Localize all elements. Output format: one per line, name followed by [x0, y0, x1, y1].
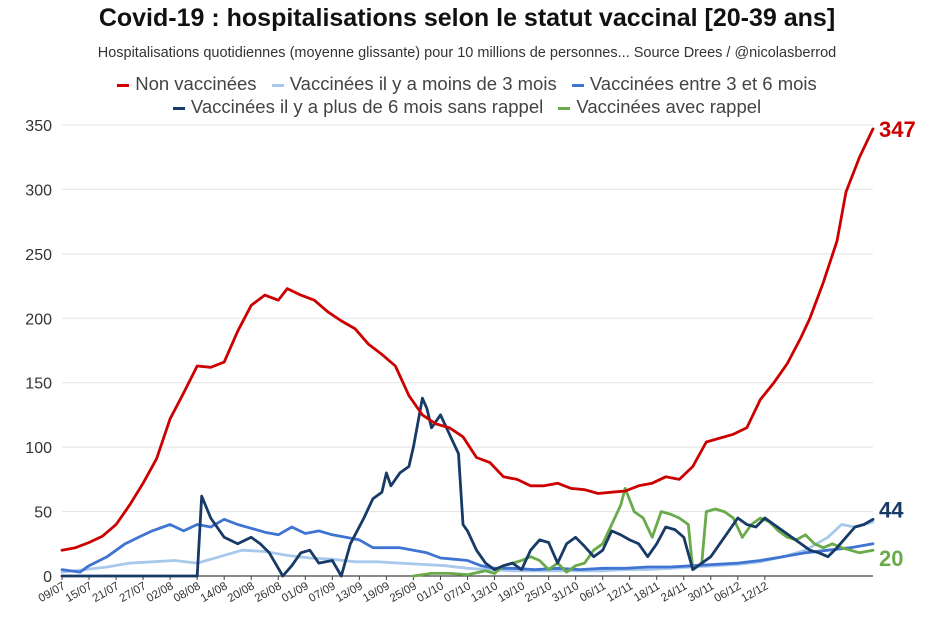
- end-value-label: 44: [879, 497, 904, 522]
- x-tick-label: 13/09: [334, 580, 365, 605]
- legend-swatch-non-vaccinees: [117, 83, 130, 87]
- end-value-label: 347: [879, 117, 916, 142]
- x-tick-label: 12/11: [605, 580, 635, 604]
- gridlines: [62, 124, 873, 577]
- x-tick-label: 18/11: [632, 580, 662, 604]
- legend-row-1: Non vaccinées Vaccinées il y a moins de …: [0, 73, 934, 95]
- legend-swatch-rappel: [558, 106, 571, 110]
- x-tick-label: 30/11: [686, 580, 716, 604]
- x-tick-label: 19/10: [496, 580, 527, 605]
- chart-title: Covid-19 : hospitalisations selon le sta…: [98, 4, 836, 32]
- x-tick-label: 14/08: [199, 580, 230, 605]
- x-tick-label: 07/09: [307, 580, 338, 605]
- x-tick-label: 26/08: [253, 580, 284, 605]
- x-tick-label: 01/09: [280, 580, 311, 605]
- x-tick-label: 31/10: [550, 580, 581, 605]
- x-tick-label: 12/12: [739, 580, 770, 605]
- y-tick-label: 150: [25, 376, 52, 393]
- x-tick-label: 13/10: [469, 580, 500, 605]
- x-tick-label: 20/08: [226, 580, 257, 605]
- legend-label: Vaccinées avec rappel: [576, 96, 762, 117]
- x-tick-label: 07/10: [442, 580, 473, 605]
- y-tick-label: 200: [25, 311, 52, 328]
- x-axis-ticks: 09/0715/0721/0727/0702/0808/0814/0820/08…: [37, 576, 770, 605]
- x-tick-label: 24/11: [659, 580, 689, 604]
- x-tick-label: 25/09: [388, 580, 419, 605]
- series-lines: [60, 127, 875, 578]
- x-tick-label: 06/12: [712, 580, 743, 605]
- legend-label: Vaccinées il y a plus de 6 mois sans rap…: [190, 96, 544, 117]
- y-tick-label: 300: [25, 182, 52, 199]
- legend-swatch-3-6-mois: [571, 83, 584, 87]
- legend-label: Vaccinées entre 3 et 6 mois: [589, 73, 817, 94]
- x-tick-label: 01/10: [415, 580, 446, 605]
- y-tick-label: 0: [43, 569, 52, 586]
- y-tick-label: 50: [34, 505, 52, 522]
- y-tick-label: 250: [25, 247, 52, 264]
- chart-subtitle: Hospitalisations quotidiennes (moyenne g…: [97, 45, 837, 61]
- x-tick-label: 02/08: [145, 580, 176, 605]
- end-labels: 347 44 20: [879, 117, 916, 571]
- x-tick-label: 06/11: [578, 580, 608, 604]
- x-tick-label: 19/09: [361, 580, 392, 605]
- x-tick-label: 21/07: [91, 580, 122, 605]
- legend-row-2: Vaccinées il y a plus de 6 mois sans rap…: [0, 96, 934, 118]
- end-value-label: 20: [879, 546, 903, 571]
- series-line: [60, 127, 875, 552]
- x-tick-label: 08/08: [172, 580, 203, 605]
- y-tick-label: 100: [25, 440, 52, 457]
- legend-swatch-plus-6-mois: [172, 106, 185, 110]
- legend-item-plus-6-mois[interactable]: Vaccinées il y a plus de 6 mois sans rap…: [172, 96, 544, 118]
- x-tick-label: 09/07: [37, 580, 68, 605]
- legend-swatch-moins-3-mois: [271, 83, 284, 87]
- legend-item-moins-3-mois[interactable]: Vaccinées il y a moins de 3 mois: [271, 73, 557, 95]
- x-tick-label: 15/07: [64, 580, 95, 605]
- x-tick-label: 27/07: [118, 580, 149, 605]
- legend-label: Vaccinées il y a moins de 3 mois: [289, 73, 557, 94]
- series-line: [60, 396, 875, 578]
- legend-item-non-vaccinees[interactable]: Non vaccinées: [117, 73, 257, 95]
- y-tick-label: 350: [25, 118, 52, 135]
- y-axis-ticks: 0 50 100 150 200 250 300 350: [25, 118, 52, 586]
- legend-item-rappel[interactable]: Vaccinées avec rappel: [558, 96, 761, 118]
- legend-label: Non vaccinées: [135, 73, 257, 94]
- legend-item-3-6-mois[interactable]: Vaccinées entre 3 et 6 mois: [571, 73, 817, 95]
- x-tick-label: 25/10: [523, 580, 554, 605]
- series-line: [411, 486, 875, 578]
